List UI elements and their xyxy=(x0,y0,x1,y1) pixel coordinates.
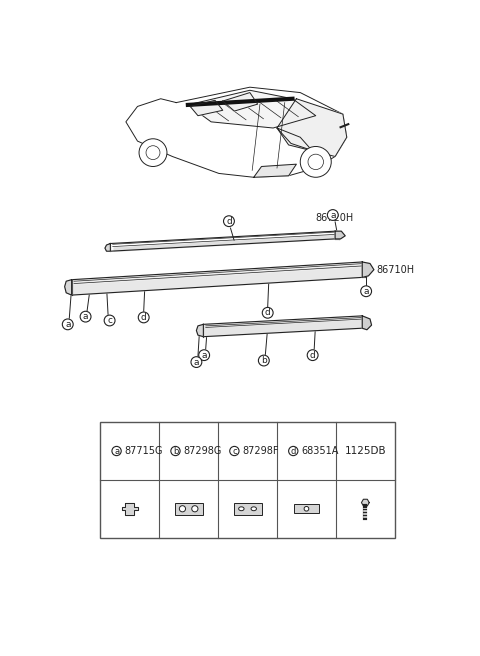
Text: c: c xyxy=(107,316,112,325)
Circle shape xyxy=(307,350,318,361)
Ellipse shape xyxy=(239,507,244,510)
Text: a: a xyxy=(65,320,71,329)
Polygon shape xyxy=(105,243,110,251)
Text: d: d xyxy=(265,308,271,318)
Text: 86710H: 86710H xyxy=(376,264,414,275)
Text: c: c xyxy=(232,447,237,455)
Circle shape xyxy=(288,446,298,456)
Circle shape xyxy=(304,506,309,511)
Bar xyxy=(175,502,203,515)
Polygon shape xyxy=(361,499,369,506)
Circle shape xyxy=(138,312,149,323)
Circle shape xyxy=(360,286,372,297)
Circle shape xyxy=(171,446,180,456)
Circle shape xyxy=(258,355,269,366)
Text: a: a xyxy=(363,287,369,296)
Text: a: a xyxy=(330,211,336,220)
Text: a: a xyxy=(202,351,207,359)
Text: d: d xyxy=(290,447,296,455)
Polygon shape xyxy=(196,324,204,337)
Text: d: d xyxy=(141,313,146,322)
Circle shape xyxy=(327,210,338,220)
Text: 86720H: 86720H xyxy=(316,213,354,223)
Polygon shape xyxy=(277,99,347,157)
Polygon shape xyxy=(204,316,362,329)
Text: d: d xyxy=(310,351,315,359)
Polygon shape xyxy=(122,502,137,515)
Polygon shape xyxy=(114,236,335,251)
Circle shape xyxy=(139,139,167,167)
Text: 87715G: 87715G xyxy=(124,446,163,456)
Circle shape xyxy=(180,506,186,512)
Polygon shape xyxy=(223,92,258,111)
Polygon shape xyxy=(65,279,72,295)
Bar xyxy=(294,504,319,514)
Polygon shape xyxy=(126,87,347,177)
Polygon shape xyxy=(362,316,372,330)
Polygon shape xyxy=(362,262,374,277)
Bar xyxy=(234,502,262,515)
Circle shape xyxy=(192,506,198,512)
Text: 68351A: 68351A xyxy=(301,446,338,456)
Circle shape xyxy=(62,319,73,330)
Circle shape xyxy=(104,315,115,326)
Polygon shape xyxy=(190,100,223,115)
Ellipse shape xyxy=(251,507,256,510)
Text: d: d xyxy=(226,216,232,226)
Text: a: a xyxy=(83,312,88,321)
Polygon shape xyxy=(72,268,366,295)
Polygon shape xyxy=(335,231,345,239)
Text: a: a xyxy=(114,447,119,455)
Circle shape xyxy=(80,311,91,322)
Polygon shape xyxy=(204,321,366,337)
Circle shape xyxy=(199,350,210,361)
Text: b: b xyxy=(261,356,267,365)
Polygon shape xyxy=(254,164,296,177)
Circle shape xyxy=(224,216,234,226)
Polygon shape xyxy=(114,234,339,251)
Circle shape xyxy=(262,308,273,318)
Text: b: b xyxy=(173,447,178,455)
Circle shape xyxy=(230,446,239,456)
Text: a: a xyxy=(193,358,199,367)
Text: 87298G: 87298G xyxy=(183,446,222,456)
Circle shape xyxy=(300,146,331,177)
Circle shape xyxy=(191,357,202,367)
Polygon shape xyxy=(188,91,316,128)
Text: 87298F: 87298F xyxy=(242,446,278,456)
Text: 1125DB: 1125DB xyxy=(345,446,386,456)
Polygon shape xyxy=(72,262,362,286)
Circle shape xyxy=(112,446,121,456)
Bar xyxy=(100,422,395,538)
Polygon shape xyxy=(277,128,312,150)
